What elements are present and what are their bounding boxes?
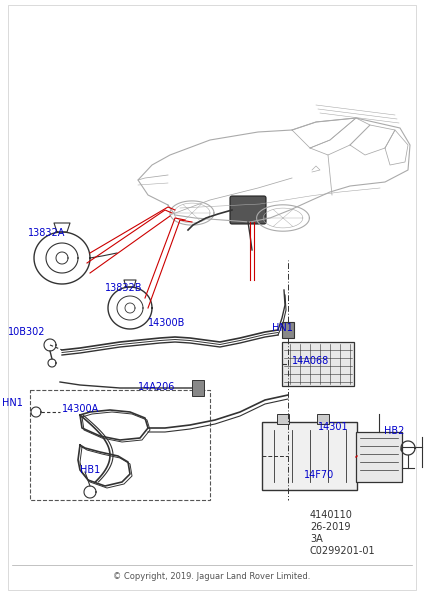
Text: 4140110: 4140110: [310, 510, 353, 520]
Bar: [356, 432, 402, 482]
Text: 14A068: 14A068: [292, 356, 329, 366]
Text: HN1: HN1: [272, 323, 293, 333]
Text: 26-2019: 26-2019: [310, 522, 351, 532]
Text: HB1: HB1: [80, 465, 100, 475]
Text: 14301: 14301: [318, 422, 349, 432]
Bar: [192, 380, 204, 396]
Text: © Copyright, 2019. Jaguar Land Rover Limited.: © Copyright, 2019. Jaguar Land Rover Lim…: [113, 572, 311, 581]
Text: 14A206: 14A206: [138, 382, 176, 392]
Text: 10B302: 10B302: [8, 327, 45, 337]
Text: 13832B: 13832B: [105, 283, 142, 293]
Text: 13832A: 13832A: [28, 228, 65, 238]
Bar: [30, 390, 210, 500]
Text: 14300B: 14300B: [148, 318, 185, 328]
Bar: [262, 422, 357, 490]
Text: HB2: HB2: [384, 426, 404, 436]
Bar: [277, 414, 289, 424]
Bar: [317, 414, 329, 424]
Text: HN1: HN1: [2, 398, 23, 408]
FancyBboxPatch shape: [230, 196, 266, 224]
Text: 14300A: 14300A: [62, 404, 99, 414]
Bar: [282, 342, 354, 386]
Text: C0299201-01: C0299201-01: [310, 546, 376, 556]
Bar: [282, 322, 294, 338]
Text: 14F70: 14F70: [304, 470, 334, 480]
Text: 3A: 3A: [310, 534, 323, 544]
